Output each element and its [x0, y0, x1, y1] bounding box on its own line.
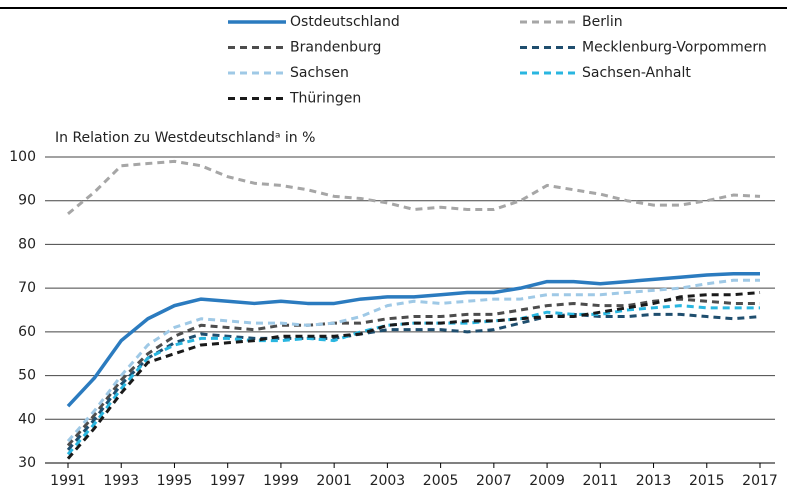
legend-label: Sachsen-Anhalt — [582, 65, 691, 81]
legend-label: Thüringen — [289, 91, 361, 107]
x-tick-label: 1999 — [263, 473, 299, 489]
y-tick-label: 70 — [18, 280, 36, 296]
x-tick-label: 2001 — [316, 473, 352, 489]
series-line — [67, 159, 761, 215]
y-tick-label: 90 — [18, 193, 36, 209]
x-tick-label: 1995 — [157, 473, 193, 489]
x-tick-label: 2005 — [423, 473, 459, 489]
series-line — [66, 312, 761, 451]
series-line — [66, 304, 760, 456]
legend-label: Berlin — [582, 14, 623, 30]
x-tick-label: 2013 — [636, 473, 672, 489]
y-tick-label: 60 — [18, 324, 36, 340]
series-line — [66, 297, 760, 447]
x-tick-label: 2011 — [582, 473, 618, 489]
legend-label: Ostdeutschland — [290, 14, 400, 30]
y-tick-label: 40 — [18, 411, 36, 427]
x-tick-label: 2017 — [742, 473, 778, 489]
x-tick-label: 2003 — [370, 473, 406, 489]
y-tick-label: 50 — [18, 368, 36, 384]
series-line — [66, 278, 760, 443]
series-line — [66, 291, 761, 460]
y-tick-label: 30 — [18, 455, 36, 471]
y-tick-label: 100 — [9, 149, 36, 165]
x-tick-label: 2009 — [529, 473, 565, 489]
x-tick-label: 1997 — [210, 473, 246, 489]
legend-label: Brandenburg — [290, 40, 381, 56]
x-tick-label: 2007 — [476, 473, 512, 489]
x-tick-label: 1991 — [50, 473, 86, 489]
series-line — [66, 271, 760, 408]
x-tick-label: 1993 — [103, 473, 139, 489]
x-tick-label: 2015 — [689, 473, 725, 489]
legend-label: Sachsen — [290, 65, 349, 81]
legend-label: Mecklenburg-Vorpommern — [582, 40, 767, 56]
y-axis-label: In Relation zu Westdeutschlandᵃ in % — [55, 130, 315, 146]
y-tick-label: 80 — [18, 236, 36, 252]
